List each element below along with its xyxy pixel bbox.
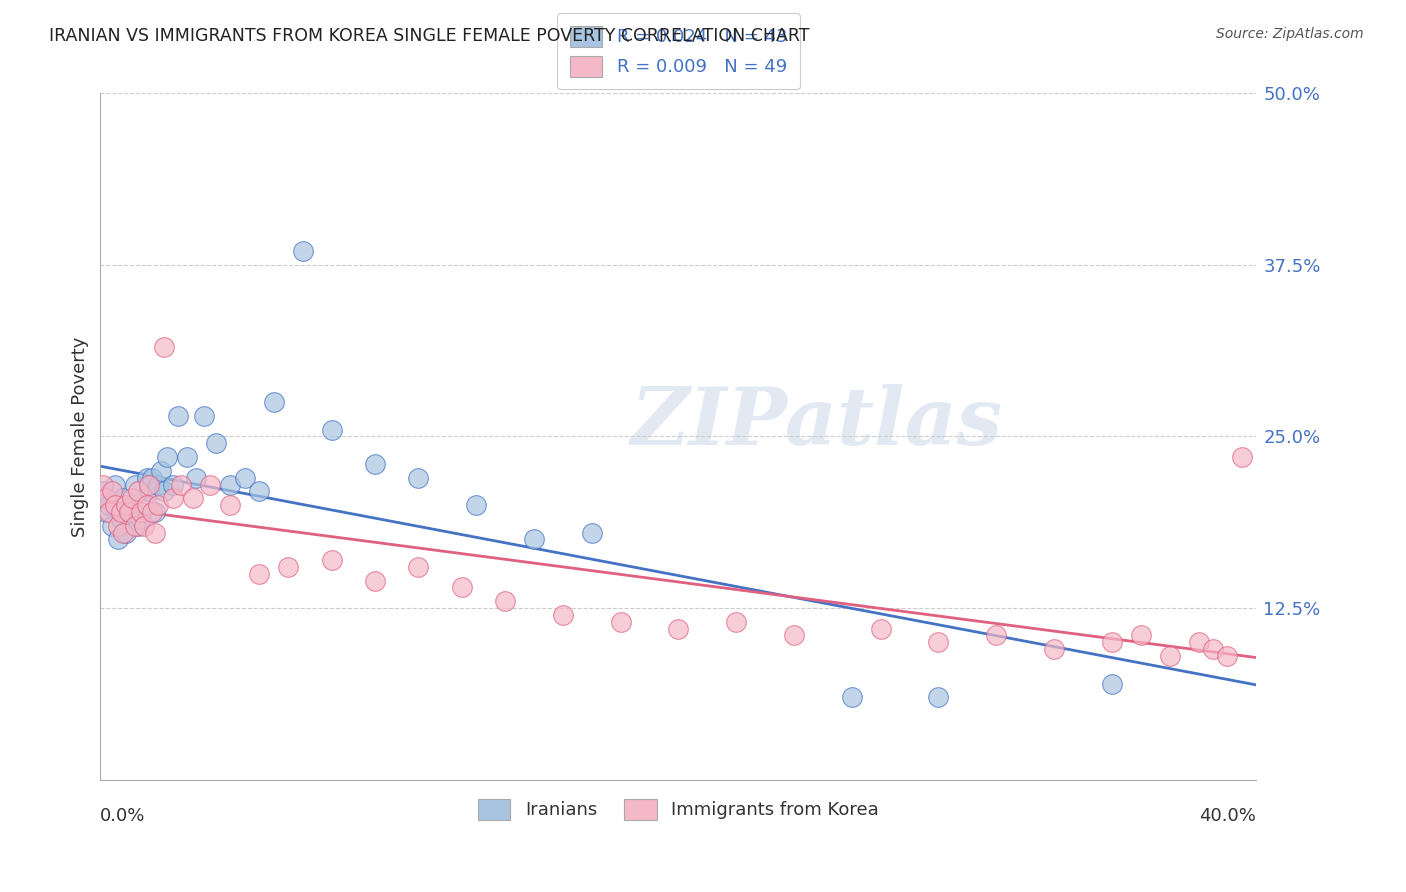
Point	[1043, 642, 1066, 657]
Y-axis label: Single Female Poverty: Single Female Poverty	[72, 336, 89, 537]
Point	[291, 244, 314, 259]
Point	[138, 484, 160, 499]
Point	[127, 518, 149, 533]
Point	[115, 498, 138, 512]
Point	[104, 498, 127, 512]
Point	[162, 477, 184, 491]
Point	[107, 533, 129, 547]
Point	[94, 505, 117, 519]
Point	[263, 395, 285, 409]
Point	[1101, 676, 1123, 690]
Point	[94, 491, 117, 506]
Point	[112, 525, 135, 540]
Point	[153, 340, 176, 354]
Point	[141, 470, 163, 484]
Text: 0.0%: 0.0%	[100, 807, 146, 825]
Legend: Iranians, Immigrants from Korea: Iranians, Immigrants from Korea	[465, 786, 891, 832]
Point	[101, 484, 124, 499]
Point	[110, 505, 132, 519]
Point	[494, 594, 516, 608]
Point	[1129, 628, 1152, 642]
Point	[167, 409, 190, 423]
Point	[146, 477, 169, 491]
Point	[91, 477, 114, 491]
Point	[181, 491, 204, 506]
Point	[364, 574, 387, 588]
Point	[132, 498, 155, 512]
Point	[135, 498, 157, 512]
Point	[124, 518, 146, 533]
Point	[129, 512, 152, 526]
Point	[156, 450, 179, 464]
Point	[118, 505, 141, 519]
Text: ZIPatlas: ZIPatlas	[631, 384, 1002, 461]
Point	[101, 518, 124, 533]
Point	[91, 484, 114, 499]
Point	[143, 525, 166, 540]
Point	[1101, 635, 1123, 649]
Point	[233, 470, 256, 484]
Point	[927, 635, 949, 649]
Point	[841, 690, 863, 705]
Point	[143, 505, 166, 519]
Point	[198, 477, 221, 491]
Point	[783, 628, 806, 642]
Point	[1187, 635, 1209, 649]
Point	[581, 525, 603, 540]
Point	[1216, 649, 1239, 664]
Point	[725, 615, 748, 629]
Point	[153, 484, 176, 499]
Point	[406, 560, 429, 574]
Text: 40.0%: 40.0%	[1199, 807, 1257, 825]
Point	[115, 525, 138, 540]
Point	[364, 457, 387, 471]
Point	[609, 615, 631, 629]
Point	[1202, 642, 1225, 657]
Point	[247, 566, 270, 581]
Point	[118, 505, 141, 519]
Point	[927, 690, 949, 705]
Point	[551, 607, 574, 622]
Point	[986, 628, 1008, 642]
Point	[666, 622, 689, 636]
Point	[138, 477, 160, 491]
Point	[150, 464, 173, 478]
Point	[127, 484, 149, 499]
Point	[124, 477, 146, 491]
Point	[869, 622, 891, 636]
Point	[176, 450, 198, 464]
Point	[465, 498, 488, 512]
Point	[141, 505, 163, 519]
Point	[162, 491, 184, 506]
Point	[121, 491, 143, 506]
Point	[219, 477, 242, 491]
Point	[98, 505, 121, 519]
Point	[132, 518, 155, 533]
Point	[129, 505, 152, 519]
Point	[193, 409, 215, 423]
Point	[277, 560, 299, 574]
Text: IRANIAN VS IMMIGRANTS FROM KOREA SINGLE FEMALE POVERTY CORRELATION CHART: IRANIAN VS IMMIGRANTS FROM KOREA SINGLE …	[49, 27, 810, 45]
Point	[121, 498, 143, 512]
Point	[450, 581, 472, 595]
Point	[146, 498, 169, 512]
Point	[219, 498, 242, 512]
Point	[523, 533, 546, 547]
Point	[321, 553, 343, 567]
Point	[205, 436, 228, 450]
Point	[406, 470, 429, 484]
Point	[104, 477, 127, 491]
Point	[112, 491, 135, 506]
Point	[1230, 450, 1253, 464]
Point	[135, 470, 157, 484]
Point	[184, 470, 207, 484]
Point	[1159, 649, 1181, 664]
Point	[107, 518, 129, 533]
Point	[247, 484, 270, 499]
Text: Source: ZipAtlas.com: Source: ZipAtlas.com	[1216, 27, 1364, 41]
Point	[110, 512, 132, 526]
Point	[321, 423, 343, 437]
Point	[98, 498, 121, 512]
Point	[170, 477, 193, 491]
